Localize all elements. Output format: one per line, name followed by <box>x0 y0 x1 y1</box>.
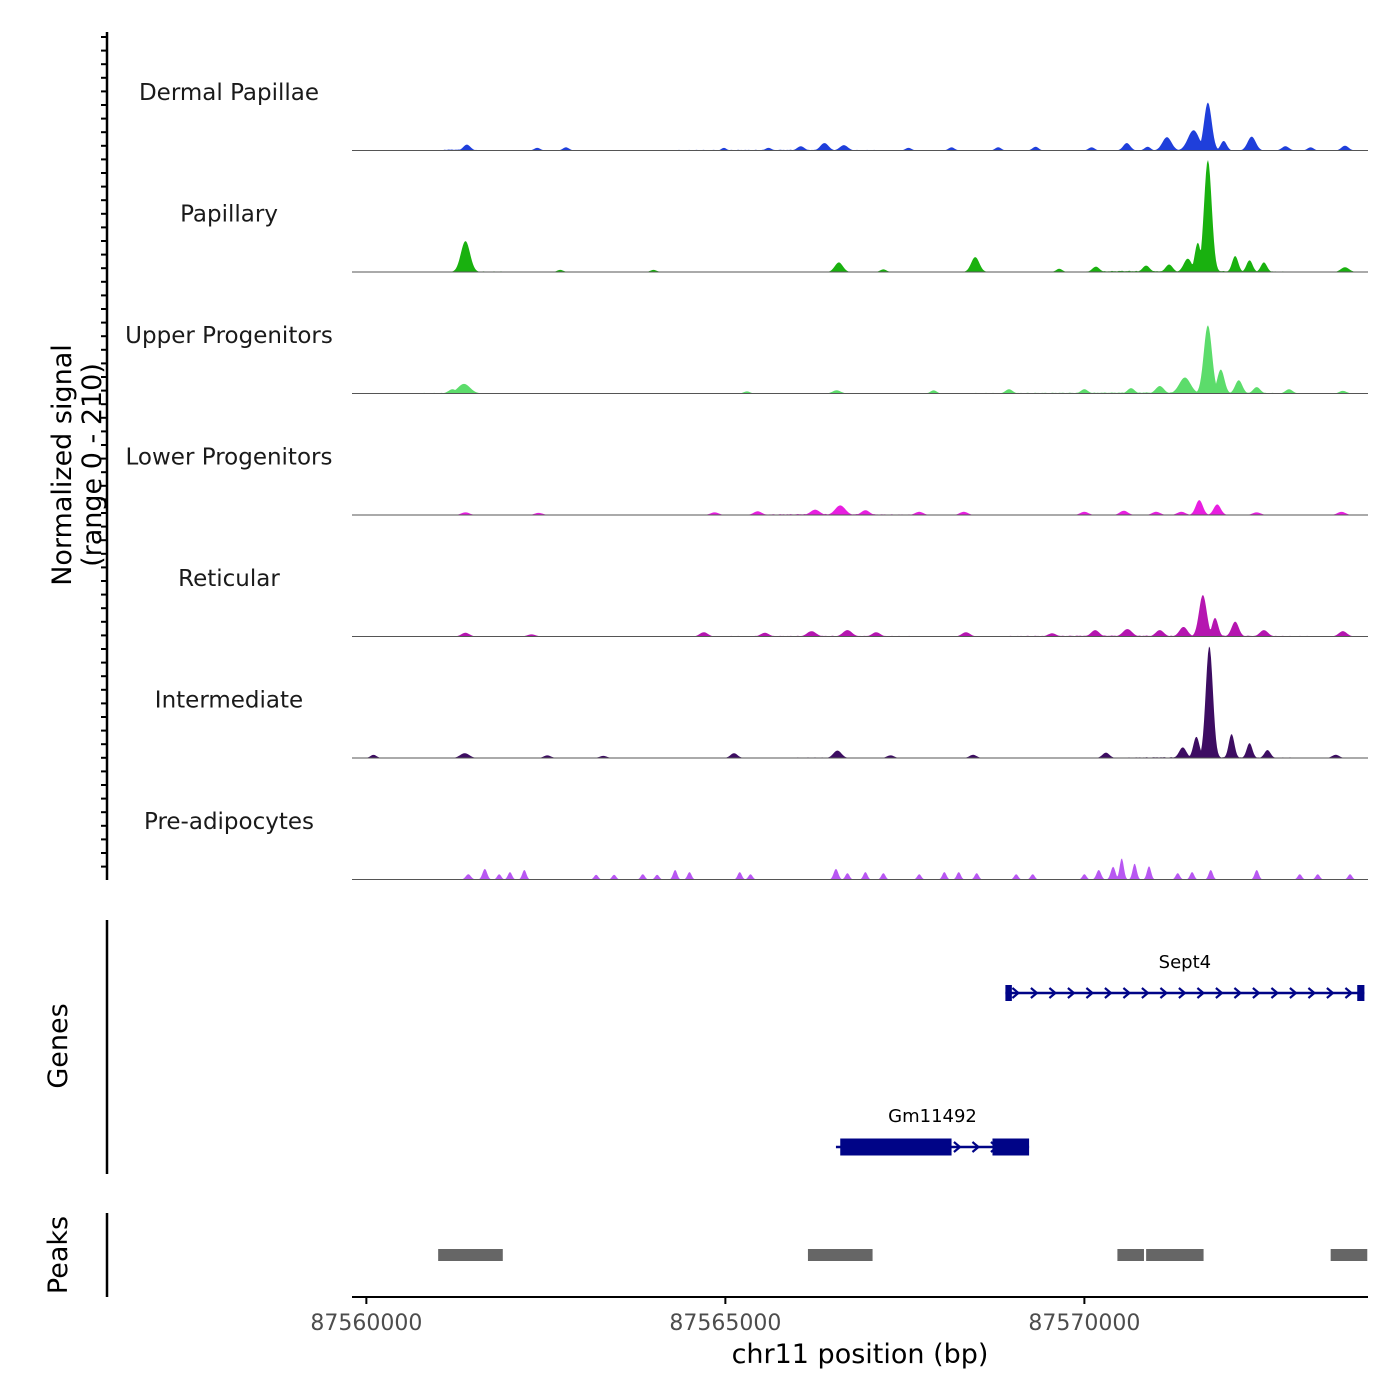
track-label: Pre-adipocytes <box>144 809 314 835</box>
coverage-area <box>352 102 1368 151</box>
track-label: Papillary <box>180 202 278 228</box>
strand-arrow <box>1344 987 1354 999</box>
strand-arrow <box>1085 987 1095 999</box>
track-label: Upper Progenitors <box>125 323 333 349</box>
strand-arrow <box>1067 987 1076 999</box>
track-label: Reticular <box>178 566 280 592</box>
coverage-area <box>352 500 1368 515</box>
strand-arrow <box>1104 987 1113 999</box>
track-papillary: Papillary <box>180 160 1368 273</box>
strand-arrow <box>1159 987 1169 999</box>
y-axis-label-line2: (range 0 - 210) <box>77 363 108 567</box>
track-reticular: Reticular <box>178 566 1368 637</box>
track-lower-progenitors: Lower Progenitors <box>126 445 1368 516</box>
gene-gm11492: Gm11492 <box>835 1106 1030 1156</box>
coverage-area <box>352 325 1368 394</box>
x-tick-label: 87570000 <box>1028 1311 1140 1336</box>
strand-arrow <box>1215 987 1224 999</box>
strand-arrow <box>1270 987 1280 999</box>
strand-arrow <box>1196 987 1206 999</box>
y-axis-label: Normalized signal (range 0 - 210) <box>47 285 108 645</box>
strand-arrow <box>1289 987 1298 999</box>
x-axis: 87560000 87565000 87570000 <box>310 1296 1368 1336</box>
strand-arrow <box>1233 987 1243 999</box>
gene-exon <box>1357 985 1365 1001</box>
track-dermal-papillae: Dermal Papillae <box>139 80 1368 151</box>
peak-region <box>1330 1249 1368 1261</box>
strand-arrow <box>1307 987 1317 999</box>
peak-region <box>1146 1249 1204 1261</box>
coverage-area <box>352 858 1368 880</box>
coverage-area <box>352 160 1368 272</box>
y-axis-label-line1: Normalized signal <box>47 344 78 586</box>
peak-region <box>438 1249 503 1261</box>
peak-region <box>1117 1249 1144 1261</box>
x-tick-label: 87565000 <box>669 1311 781 1336</box>
strand-arrow <box>953 1141 962 1153</box>
track-upper-progenitors: Upper Progenitors <box>125 323 1368 394</box>
track-pre-adipocytes: Pre-adipocytes <box>144 809 1368 880</box>
strand-arrow <box>1252 987 1261 999</box>
coverage-area <box>352 594 1368 637</box>
track-intermediate: Intermediate <box>155 646 1368 759</box>
strand-arrow <box>1011 987 1021 999</box>
gene-exon <box>840 1138 952 1156</box>
strand-arrow <box>1030 987 1039 999</box>
strand-arrow <box>1141 987 1150 999</box>
strand-arrow <box>1326 987 1335 999</box>
gene-name-label: Sept4 <box>1159 952 1211 973</box>
gene-track: Sept4 Gm11492 <box>835 952 1365 1156</box>
peaks-track-label: Peaks <box>43 1215 74 1295</box>
track-label: Intermediate <box>155 688 303 714</box>
coverage-tracks: Dermal Papillae Papillary Upper Progenitor… <box>125 80 1368 880</box>
strand-arrow <box>1178 987 1187 999</box>
strand-arrow <box>1122 987 1132 999</box>
track-label: Lower Progenitors <box>126 445 333 471</box>
strand-arrow <box>1048 987 1058 999</box>
track-label: Dermal Papillae <box>139 80 319 106</box>
genes-track-label: Genes <box>43 1003 74 1089</box>
peak-region <box>807 1249 873 1261</box>
peak-track <box>438 1249 1368 1261</box>
gene-name-label: Gm11492 <box>888 1106 977 1127</box>
x-axis-label: chr11 position (bp) <box>732 1339 989 1370</box>
x-tick-label: 87560000 <box>310 1311 422 1336</box>
strand-arrow <box>971 1141 981 1153</box>
gene-sept4: Sept4 <box>1005 952 1365 1001</box>
gene-exon <box>1005 985 1012 1001</box>
gene-exon <box>992 1138 1030 1156</box>
left-axes <box>101 32 109 1297</box>
coverage-area <box>352 646 1368 758</box>
